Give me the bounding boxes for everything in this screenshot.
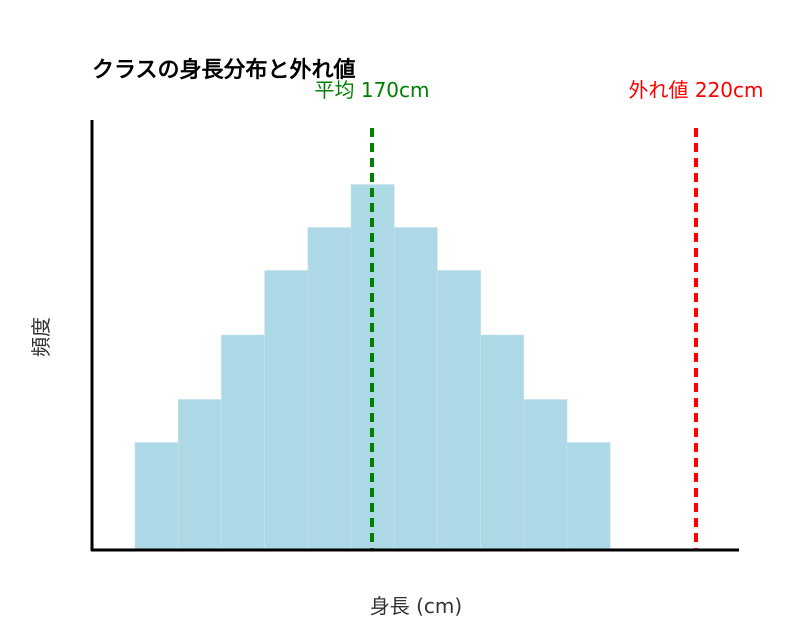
y-axis-label: 頻度 xyxy=(29,317,53,357)
histogram-bar xyxy=(480,334,525,551)
reference-lines-group: 平均 170cm 外れ値 220cm xyxy=(314,78,764,550)
histogram-bar xyxy=(264,270,309,551)
histogram-bar xyxy=(566,442,611,551)
histogram-bar xyxy=(177,399,222,551)
mean-label: 平均 170cm xyxy=(314,78,429,102)
outlier-label: 外れ値 220cm xyxy=(628,78,763,102)
histogram-bar xyxy=(523,399,568,551)
histogram-bar xyxy=(307,227,352,551)
x-axis-label: 身長 (cm) xyxy=(370,594,462,618)
histogram-bar xyxy=(134,442,179,551)
bars-group xyxy=(134,184,611,551)
histogram-bar xyxy=(221,334,265,551)
histogram-bar xyxy=(393,227,438,551)
chart-title: クラスの身長分布と外れ値 xyxy=(92,57,356,83)
histogram-bar xyxy=(437,270,481,551)
